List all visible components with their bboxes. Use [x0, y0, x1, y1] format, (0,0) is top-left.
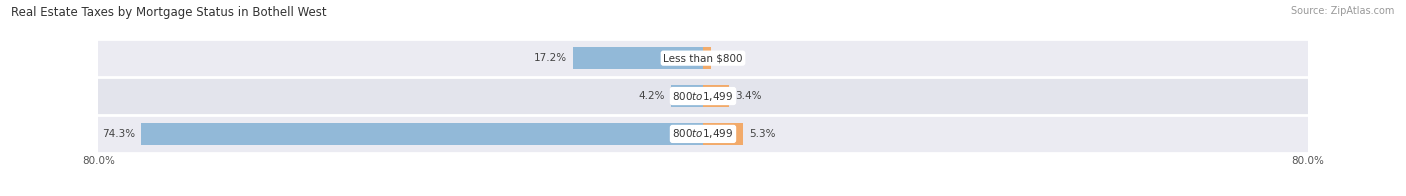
Text: 4.2%: 4.2% [638, 91, 665, 101]
Bar [703, 85, 728, 107]
Text: 5.3%: 5.3% [749, 129, 776, 139]
Text: Less than $800: Less than $800 [664, 53, 742, 63]
Text: 17.2%: 17.2% [534, 53, 567, 63]
Text: 74.3%: 74.3% [103, 129, 135, 139]
Bar [98, 39, 1308, 77]
Text: Real Estate Taxes by Mortgage Status in Bothell West: Real Estate Taxes by Mortgage Status in … [11, 6, 326, 19]
Bar [671, 85, 703, 107]
Bar [574, 47, 703, 69]
Bar [703, 47, 710, 69]
Bar [142, 123, 703, 145]
Text: 3.4%: 3.4% [735, 91, 761, 101]
Bar [703, 123, 742, 145]
Text: Source: ZipAtlas.com: Source: ZipAtlas.com [1291, 6, 1395, 16]
Text: $800 to $1,499: $800 to $1,499 [672, 90, 734, 103]
Text: $800 to $1,499: $800 to $1,499 [672, 127, 734, 140]
Bar [98, 115, 1308, 153]
Text: 1.0%: 1.0% [717, 53, 742, 63]
Bar [98, 77, 1308, 115]
